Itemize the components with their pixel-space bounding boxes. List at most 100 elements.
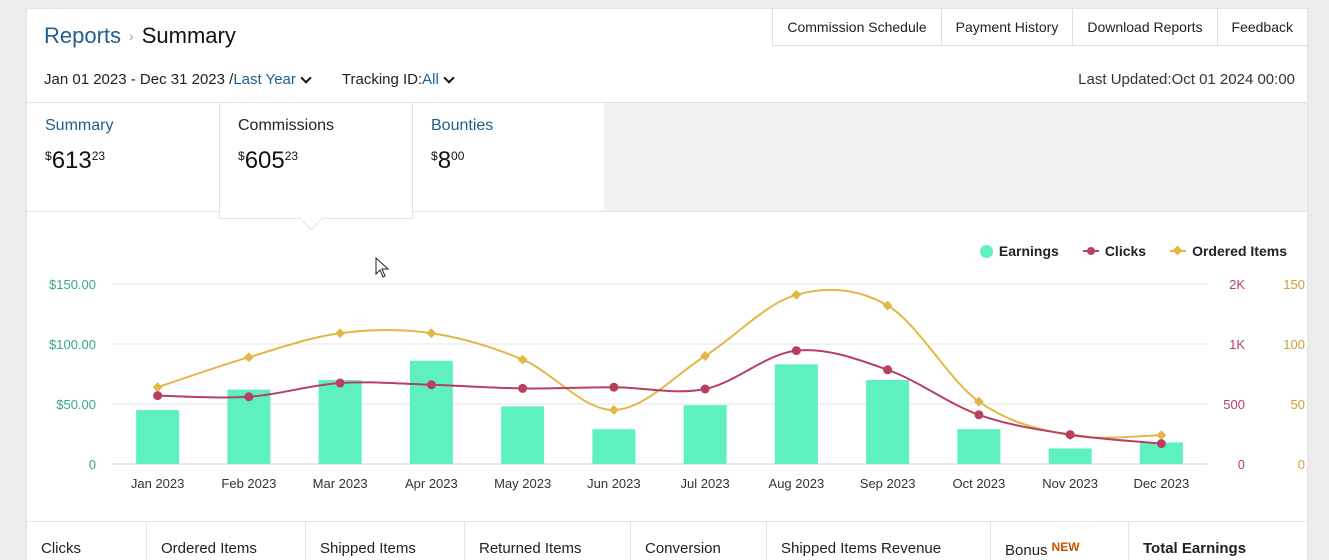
filter-bar: Jan 01 2023 - Dec 31 2023 / Last Year Tr… — [44, 71, 457, 88]
download-reports-link[interactable]: Download Reports — [1073, 9, 1218, 45]
last-updated-text: Last Updated:Oct 01 2024 00:00 — [1078, 71, 1295, 88]
breadcrumb-reports-link[interactable]: Reports — [44, 23, 122, 48]
breadcrumb: Reports › Summary — [44, 23, 236, 49]
period-dropdown[interactable]: Last Year — [233, 71, 314, 88]
tile-summary[interactable]: Summary $ 613 23 — [27, 103, 219, 211]
y-tick-right-clicks: 2K — [1229, 277, 1245, 292]
column-header-clicks[interactable]: Clicks — [27, 522, 147, 560]
y-tick-left: $100.00 — [49, 337, 96, 352]
legend-label: Ordered Items — [1192, 243, 1287, 259]
x-tick-label: Sep 2023 — [860, 476, 916, 491]
x-tick-label: Apr 2023 — [405, 476, 458, 491]
legend-clicks[interactable]: Clicks — [1082, 243, 1147, 259]
top-links: Commission Schedule Payment History Down… — [772, 9, 1307, 46]
earnings-bar — [592, 429, 636, 464]
ordered-items-point — [882, 300, 893, 311]
amount-whole: 8 — [437, 147, 452, 174]
y-tick-right-ordered: 50 — [1291, 397, 1305, 412]
legend-ordered-items[interactable]: Ordered Items — [1170, 243, 1287, 259]
column-header-bonus[interactable]: Bonus NEW — [991, 522, 1129, 560]
tile-commissions[interactable]: Commissions $ 605 23 — [219, 103, 413, 231]
ordered-items-line — [157, 288, 1162, 439]
tile-amount: $ 613 23 — [45, 147, 201, 175]
x-tick-label: Jul 2023 — [681, 476, 730, 491]
clicks-point — [1065, 430, 1075, 440]
clicks-point — [518, 383, 528, 393]
commission-schedule-link[interactable]: Commission Schedule — [773, 9, 942, 45]
column-header-total-earnings[interactable]: Total Earnings — [1143, 540, 1247, 557]
clicks-point — [700, 384, 710, 394]
column-header-returned-items[interactable]: Returned Items — [465, 522, 631, 560]
column-header-shipped-items-revenue[interactable]: Shipped Items Revenue — [767, 522, 991, 560]
report-table-header: Clicks Ordered Items Shipped Items Retur… — [27, 521, 1307, 560]
tracking-id-value: All — [422, 71, 439, 88]
clicks-point — [791, 346, 801, 356]
x-tick-label: Aug 2023 — [769, 476, 825, 491]
tile-amount: $ 605 23 — [238, 147, 394, 175]
column-header-ordered-items[interactable]: Ordered Items — [147, 522, 306, 560]
new-badge: NEW — [1051, 540, 1080, 554]
page-title: Summary — [141, 23, 236, 48]
ordered-items-point — [1156, 430, 1167, 441]
chevron-down-icon — [300, 71, 312, 84]
breadcrumb-chevron-icon: › — [129, 28, 134, 44]
column-header-shipped-items[interactable]: Shipped Items — [306, 522, 465, 560]
x-tick-label: Mar 2023 — [313, 476, 368, 491]
ordered-items-point — [973, 396, 984, 407]
legend-earnings[interactable]: Earnings — [979, 243, 1059, 259]
y-tick-right-ordered: 150 — [1283, 277, 1305, 292]
earnings-bar — [957, 429, 1001, 464]
clicks-point — [335, 378, 345, 388]
ordered-items-point — [152, 382, 163, 393]
x-tick-label: Jun 2023 — [587, 476, 641, 491]
bonus-label: Bonus — [1005, 542, 1048, 559]
y-tick-left: $50.00 — [56, 397, 96, 412]
feedback-link[interactable]: Feedback — [1231, 19, 1293, 35]
y-tick-left: $150.00 — [49, 277, 96, 292]
clicks-point — [244, 392, 254, 402]
x-tick-label: Oct 2023 — [952, 476, 1005, 491]
amount-cents: 23 — [91, 149, 106, 163]
currency-symbol: $ — [431, 149, 438, 163]
amount-cents: 00 — [451, 149, 465, 163]
y-tick-right-clicks: 0 — [1238, 457, 1245, 472]
clicks-point — [1156, 439, 1166, 449]
ordered-items-point — [243, 352, 254, 363]
tracking-id-label: Tracking ID: — [341, 71, 423, 88]
column-header-conversion[interactable]: Conversion — [631, 522, 767, 560]
ordered-items-line-icon — [1170, 245, 1187, 256]
earnings-bar — [1048, 448, 1092, 464]
tracking-id-filter: Tracking ID: All — [342, 71, 457, 88]
tracking-id-dropdown[interactable]: All — [422, 71, 457, 88]
y-tick-right-ordered: 0 — [1298, 457, 1305, 472]
amount-whole: 605 — [244, 147, 285, 174]
x-tick-label: Feb 2023 — [221, 476, 276, 491]
amount-whole: 613 — [51, 147, 92, 174]
chart-legend: Earnings Clicks Ordered Items — [979, 243, 1287, 259]
y-tick-right-clicks: 500 — [1223, 397, 1245, 412]
legend-label: Clicks — [1104, 243, 1147, 259]
x-tick-label: Jan 2023 — [131, 476, 185, 491]
ordered-items-point — [608, 405, 619, 415]
ordered-items-point — [791, 289, 802, 300]
earnings-bar — [318, 380, 362, 464]
earnings-bar — [866, 380, 910, 464]
mouse-pointer-icon — [375, 257, 390, 278]
earnings-bar — [683, 405, 727, 464]
ordered-items-point — [426, 328, 437, 339]
earnings-bar — [227, 389, 271, 464]
y-tick-right-ordered: 100 — [1283, 337, 1305, 352]
earnings-bar — [409, 360, 453, 464]
ordered-items-point — [700, 351, 711, 361]
date-range-text: Jan 01 2023 - Dec 31 2023 / — [44, 71, 234, 88]
payment-history-link[interactable]: Payment History — [942, 9, 1074, 45]
ordered-items-point — [517, 354, 528, 365]
y-tick-left: 0 — [89, 457, 96, 472]
tile-bounties[interactable]: Bounties $ 8 00 — [413, 103, 604, 211]
ordered-items-point — [335, 328, 346, 339]
tile-label: Bounties — [431, 117, 494, 134]
clicks-point — [974, 410, 984, 420]
x-tick-label: May 2023 — [494, 476, 551, 491]
clicks-point — [883, 365, 893, 375]
earnings-dot-icon — [979, 244, 993, 258]
